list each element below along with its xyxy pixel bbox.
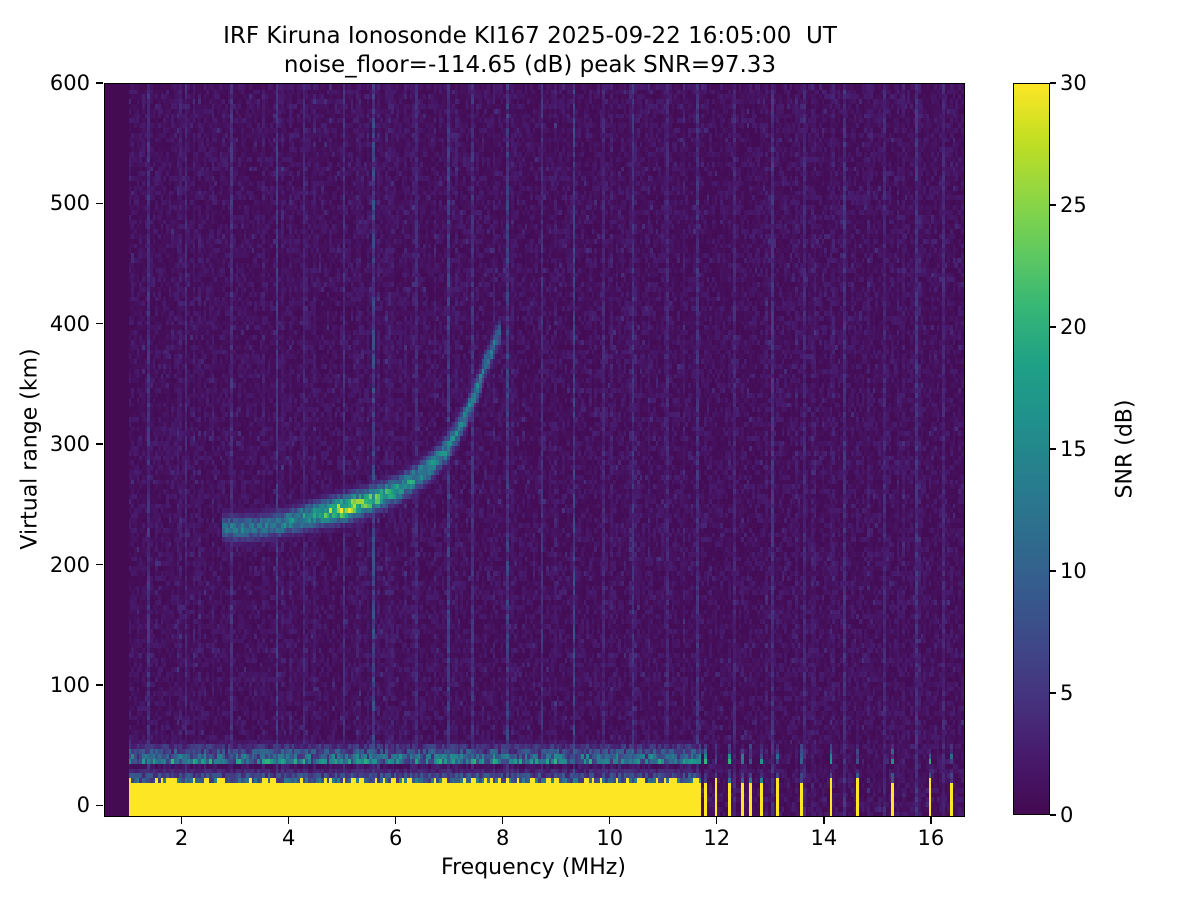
- y-tick-label-200: 200: [49, 552, 90, 577]
- x-tick-2: [180, 817, 183, 824]
- figure-title: IRF Kiruna Ionosonde KI167 2025-09-22 16…: [0, 22, 1060, 81]
- colorbar-tick-label-10: 10: [1060, 559, 1087, 583]
- x-tick-14: [823, 817, 825, 824]
- y-tick-label-100: 100: [49, 672, 90, 697]
- colorbar-tick-label-20: 20: [1060, 315, 1087, 339]
- y-tick-label-300: 300: [49, 432, 90, 457]
- x-tick-label-4: 4: [281, 826, 296, 850]
- y-axis-label: Virtual range (km): [17, 348, 43, 550]
- y-tick-100: [96, 684, 103, 686]
- y-tick-label-600: 600: [49, 71, 90, 95]
- colorbar-tick-30: [1050, 82, 1056, 84]
- y-tick-300: [96, 443, 103, 445]
- y-tick-0: [96, 804, 103, 807]
- title-line-2: noise_floor=-114.65 (dB) peak SNR=97.33: [283, 52, 777, 79]
- y-tick-label-500: 500: [49, 191, 90, 216]
- x-tick-label-12: 12: [703, 826, 731, 850]
- x-tick-16: [930, 817, 932, 824]
- colorbar-tick-0: [1050, 814, 1056, 816]
- colorbar-tick-label-15: 15: [1060, 437, 1087, 461]
- ionogram-heatmap-canvas[interactable]: [105, 84, 964, 816]
- x-tick-label-10: 10: [596, 826, 624, 850]
- colorbar-tick-label-25: 25: [1060, 193, 1087, 217]
- colorbar-tick-label-30: 30: [1060, 71, 1087, 95]
- y-tick-400: [96, 323, 103, 325]
- x-tick-label-16: 16: [917, 826, 945, 850]
- y-tick-500: [96, 202, 103, 205]
- x-tick-6: [394, 817, 397, 824]
- x-tick-8: [502, 817, 504, 824]
- y-tick-label-0: 0: [76, 793, 90, 818]
- x-tick-10: [609, 817, 611, 824]
- x-tick-label-14: 14: [810, 826, 838, 850]
- colorbar-tick-10: [1050, 570, 1056, 572]
- colorbar-label: SNR (dB): [1112, 399, 1138, 499]
- colorbar-tick-label-5: 5: [1060, 681, 1074, 705]
- colorbar-tick-5: [1050, 692, 1056, 694]
- y-tick-label-400: 400: [49, 311, 90, 336]
- y-tick-600: [96, 82, 103, 84]
- x-tick-12: [716, 817, 718, 824]
- colorbar-tick-label-0: 0: [1060, 803, 1074, 827]
- colorbar: [1013, 83, 1050, 815]
- ionogram-plot-area[interactable]: [104, 83, 965, 817]
- colorbar-tick-15: [1050, 448, 1056, 450]
- y-tick-200: [96, 563, 103, 566]
- x-tick-label-2: 2: [174, 826, 189, 850]
- colorbar-tick-20: [1050, 326, 1056, 328]
- x-tick-label-6: 6: [388, 826, 403, 850]
- title-line-1: IRF Kiruna Ionosonde KI167 2025-09-22 16…: [223, 23, 837, 49]
- colorbar-tick-25: [1050, 204, 1056, 206]
- x-tick-4: [287, 817, 290, 824]
- x-tick-label-8: 8: [496, 826, 510, 850]
- colorbar-gradient: [1013, 83, 1050, 815]
- x-axis-label: Frequency (MHz): [441, 855, 626, 880]
